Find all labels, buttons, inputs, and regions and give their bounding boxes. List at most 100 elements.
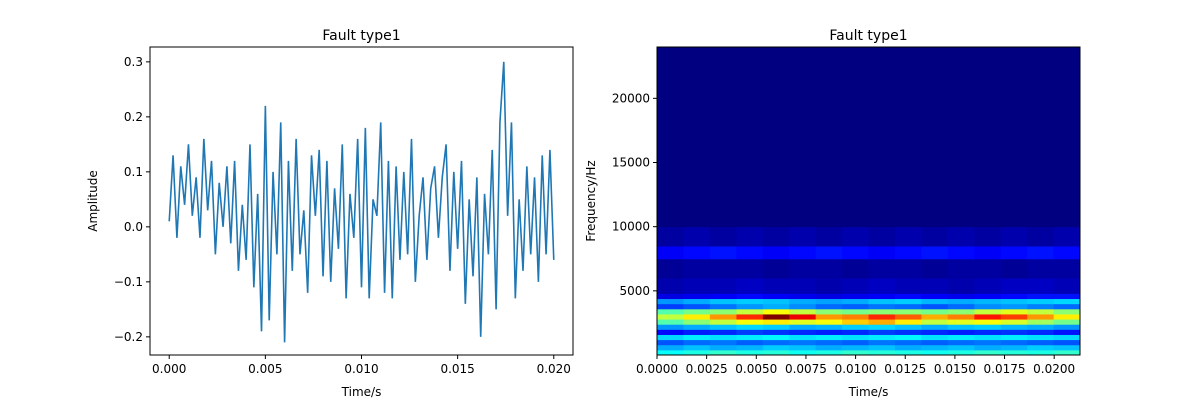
spectrogram-cell [894,293,922,300]
y-tick-label: 0.3 [124,55,143,69]
spectrogram-cell [1000,278,1028,294]
spectrogram-cell [921,319,949,325]
spectrogram-cell [1053,303,1081,310]
spectrogram-cell [842,47,869,228]
spectrogram-cell [974,334,1002,341]
spectrogram-cell [683,334,711,341]
spectrogram-cell [1027,293,1055,300]
spectrogram-cell [683,319,711,325]
spectrogram-cell [1000,324,1028,330]
spectrogram-cell [894,258,922,279]
y-tick-label: 0.2 [124,110,143,124]
spectrogram-cell [657,339,684,346]
y-tick-label: 15000 [612,156,650,170]
spectrogram-cell [868,226,896,247]
spectrogram-cell [815,349,843,356]
spectrogram-cell [736,308,764,315]
spectrogram-cell [894,334,922,341]
spectrogram-cell [815,226,843,247]
spectrogram-cell [894,329,922,335]
spectrogram-cell [657,324,684,330]
spectrogram-cell [947,319,975,325]
spectrogram-cell [1053,349,1081,356]
spectrogram-cell [842,324,869,330]
spectrogram-cell [815,308,843,315]
spectrogram-cell [1027,303,1055,310]
spectrogram-cell [683,258,711,279]
spectrogram-cell [683,245,711,260]
spectrogram-cell [1000,344,1028,351]
spectrogram-cell [868,313,896,320]
spectrogram-cell [683,313,711,320]
spectrogram-cell [709,245,737,260]
x-axis-label: Time/s [341,385,382,399]
spectrogram-cell [1027,226,1055,247]
spectrogram-cell [1053,293,1081,300]
spectrogram-cell [789,245,817,260]
spectrogram-cell [842,298,869,305]
spectrogram-cell [842,313,869,320]
spectrogram-cell [815,298,843,305]
spectrogram-cell [842,226,869,247]
spectrogram-cell [1027,298,1055,305]
spectrogram-cell [709,298,737,305]
spectrogram-cell [947,329,975,335]
spectrogram-cell [657,329,684,335]
spectrogram-cell [1053,339,1081,346]
spectrogram-cell [974,226,1002,247]
spectrogram-cell [1000,308,1028,315]
spectrogram-cell [683,329,711,335]
spectrogram-cell [974,324,1002,330]
spectrogram-cell [815,293,843,300]
spectrogram-cell [789,313,817,320]
spectrogram-cell [789,226,817,247]
spectrogram-cell [736,313,764,320]
spectrogram-cell [1000,334,1028,341]
spectrogram-cell [736,339,764,346]
spectrogram-cell [736,298,764,305]
spectrogram-cell [947,339,975,346]
spectrogram-cell [1000,349,1028,356]
spectrogram-cell [894,298,922,305]
spectrogram-cell [1027,278,1055,294]
spectrogram-cell [683,344,711,351]
spectrogram-cell [683,47,711,228]
spectrogram-cell [789,293,817,300]
y-axis-label: Frequency/Hz [584,160,598,241]
spectrogram-cell [736,329,764,335]
spectrogram-cell [921,344,949,351]
spectrogram-cell [815,278,843,294]
x-tick-label: 0.0025 [686,362,728,376]
spectrogram-cell [762,226,790,247]
spectrogram-cell [1000,339,1028,346]
spectrogram-cell [762,258,790,279]
spectrogram-cell [1027,319,1055,325]
spectrogram-cell [1053,278,1081,294]
spectrogram-cell [1053,324,1081,330]
spectrogram-cell [709,47,737,228]
spectrogram-cell [868,303,896,310]
spectrogram-cell [736,319,764,325]
spectrogram-cell [683,226,711,247]
spectrogram-cell [868,245,896,260]
x-tick-label: 0.015 [440,362,474,376]
spectrogram-cell [921,339,949,346]
x-tick-label: 0.0150 [934,362,976,376]
x-tick-label: 0.0125 [884,362,926,376]
y-tick-label: 0.0 [124,220,143,234]
spectrogram-cell [974,303,1002,310]
spectrogram-cell [1027,324,1055,330]
spectrogram-cell [657,303,684,310]
spectrogram-cell [974,245,1002,260]
spectrogram-cell [1053,329,1081,335]
spectrogram-cell [657,293,684,300]
spectrogram-cell [815,324,843,330]
spectrogram-cell [921,308,949,315]
spectrogram-cell [842,339,869,346]
spectrogram-cell [1027,313,1055,320]
spectrogram-cell [921,245,949,260]
spectrogram-cell [657,313,684,320]
spectrogram-cell [709,293,737,300]
spectrogram-cell [894,324,922,330]
spectrogram-cell [1053,334,1081,341]
